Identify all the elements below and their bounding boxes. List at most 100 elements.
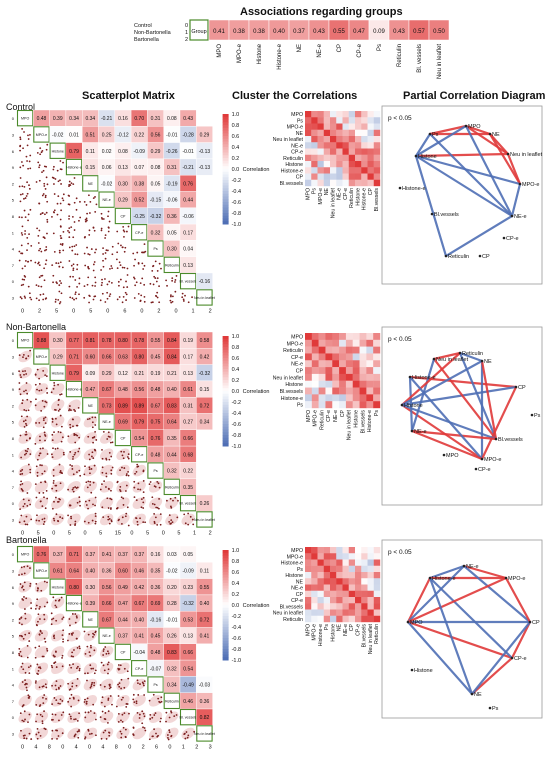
- scatter-point: [24, 523, 27, 526]
- cluster-cell: [355, 154, 362, 162]
- scatter-point: [160, 717, 162, 720]
- scatter-point: [187, 734, 190, 737]
- scatter-point: [78, 469, 81, 472]
- diag-box: [131, 224, 148, 241]
- scatter-point: [155, 294, 157, 297]
- colorbar-segment: [222, 174, 229, 178]
- scatter-point: [69, 275, 72, 278]
- scatter-point: [143, 243, 146, 246]
- scatter-point: [124, 490, 127, 492]
- colorbar-segment: [222, 413, 229, 417]
- colorbar-tick: -1.0: [232, 658, 241, 664]
- corr-value: 0.66: [183, 650, 193, 656]
- scatter-ellipse: [83, 695, 97, 707]
- scatter-point: [59, 280, 61, 282]
- scatter-point: [44, 374, 47, 377]
- scatter-point: [38, 202, 41, 205]
- scatter-title: Scatterplot Matrix: [82, 90, 175, 102]
- cluster-row-label: Histone: [285, 573, 303, 579]
- scatter-point: [78, 729, 80, 731]
- cluster-cell: [325, 353, 333, 361]
- cluster-title: Cluster the Correlations: [232, 90, 358, 102]
- scatter-point: [123, 450, 125, 453]
- cluster-cell: [330, 578, 337, 585]
- scatter-point: [68, 180, 71, 183]
- assoc-value: 0.41: [213, 29, 225, 35]
- scatter-ellipse: [34, 513, 49, 526]
- scatter-point: [101, 457, 104, 460]
- cluster-cell: [348, 161, 356, 168]
- scatter-point: [27, 213, 30, 216]
- cluster-cell: [373, 584, 381, 591]
- scatter-point: [105, 486, 107, 488]
- scatter-point: [25, 382, 28, 384]
- diag-box: [65, 380, 83, 398]
- cluster-cell: [305, 615, 312, 623]
- scatter-point: [18, 652, 20, 655]
- scatter-point: [143, 715, 146, 718]
- scatter-point: [51, 487, 54, 490]
- cluster-cell: [317, 590, 324, 598]
- scatter-point: [67, 435, 70, 438]
- cluster-cell: [342, 154, 349, 162]
- scatter-point: [84, 716, 87, 719]
- scatter-point: [51, 433, 54, 436]
- scatter-point: [183, 513, 186, 516]
- cluster-cell: [323, 136, 331, 143]
- scatter-point: [110, 519, 113, 522]
- scatter-point: [51, 618, 53, 621]
- cluster-cell: [348, 179, 356, 187]
- cluster-cell: [355, 590, 362, 598]
- scatter-point: [43, 267, 46, 270]
- network-node: [514, 385, 518, 389]
- cluster-cell: [339, 367, 347, 375]
- scatter-point: [39, 435, 41, 438]
- scatter-point: [173, 715, 176, 717]
- scatter-point: [75, 244, 78, 246]
- cluster-cell: [305, 346, 313, 354]
- scatter-point: [35, 582, 38, 585]
- colorbar-segment: [222, 116, 229, 120]
- corr-value: 0.48: [151, 387, 161, 393]
- scatter-point: [100, 284, 103, 287]
- scatter-point: [160, 267, 162, 270]
- diag-box: [65, 594, 83, 612]
- scatter-point: [68, 408, 71, 411]
- scatter-point: [156, 481, 159, 483]
- colorbar-segment: [222, 127, 229, 131]
- network-node-label: Reticulin: [462, 351, 483, 357]
- scatter-point: [78, 712, 81, 715]
- colorbar-segment: [222, 138, 229, 142]
- scatter-point: [37, 613, 40, 616]
- colorbar-segment: [222, 432, 229, 436]
- scatter-point: [109, 441, 112, 444]
- x-tick-label: 0: [162, 531, 165, 537]
- cluster-cell: [311, 615, 318, 623]
- scatter-point: [53, 637, 56, 640]
- corr-value: 0.04: [183, 247, 193, 253]
- colorbar-segment: [222, 429, 229, 433]
- corr-value: 0.19: [183, 338, 193, 344]
- scatter-point: [125, 230, 128, 233]
- scatter-point: [157, 697, 160, 700]
- cluster-cell: [366, 380, 374, 388]
- cluster-row-label: Bl.vessels: [280, 604, 304, 610]
- network-node-label: CP: [518, 385, 526, 391]
- x-tick-label: 0: [21, 309, 24, 315]
- scatter-point: [107, 487, 110, 490]
- scatter-point: [155, 280, 158, 283]
- cluster-cell: [342, 590, 349, 598]
- corr-value: 0.01: [69, 132, 79, 138]
- scatter-point: [99, 684, 102, 686]
- scatter-point: [127, 225, 130, 228]
- scatter-point: [27, 219, 29, 222]
- scatter-point: [122, 295, 125, 298]
- corr-value: 0.44: [183, 198, 193, 204]
- cluster-cell: [352, 394, 360, 402]
- scatter-point: [137, 292, 140, 295]
- scatter-ellipse: [116, 711, 130, 723]
- scatter-point: [68, 260, 71, 262]
- scatter-point: [171, 277, 174, 280]
- cluster-cell: [342, 559, 349, 566]
- x-tick-label: 5: [99, 531, 102, 537]
